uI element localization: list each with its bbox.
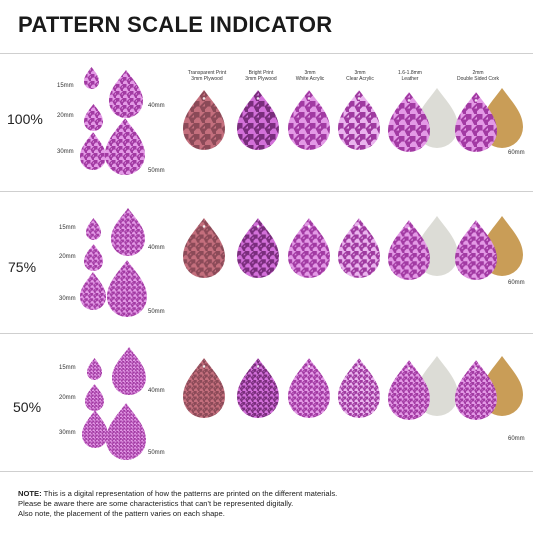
- teardrop-clear-acrylic: [338, 90, 380, 150]
- teardrop-bright-plywood: [237, 218, 279, 278]
- size-label-30mm: 30mm: [57, 149, 74, 155]
- size-label-60mm: 60mm: [508, 280, 525, 286]
- size-label-20mm: 20mm: [57, 113, 74, 119]
- teardrop-leather: [388, 360, 430, 420]
- note-bold: NOTE:: [18, 489, 42, 498]
- teardrop-20mm: [84, 244, 103, 271]
- material-header-white-acrylic: 3mm White Acrylic: [295, 70, 325, 82]
- teardrop-bright-plywood: [237, 90, 279, 150]
- teardrop-15mm: [87, 358, 102, 380]
- material-header-clear-acrylic: 3mm Clear Acrylic: [346, 70, 374, 82]
- size-label-40mm: 40mm: [148, 388, 165, 394]
- teardrop-cork: [455, 220, 497, 280]
- scale-label-75: 75%: [8, 259, 37, 275]
- divider: [0, 471, 533, 472]
- size-label-40mm: 40mm: [148, 245, 165, 251]
- teardrop-15mm: [84, 67, 99, 89]
- teardrop-40mm: [112, 347, 146, 395]
- teardrop-transparent-plywood: [183, 358, 225, 418]
- teardrop-15mm: [86, 218, 101, 240]
- teardrop-40mm: [111, 208, 145, 256]
- note-line-3: Also note, the placement of the pattern …: [18, 509, 225, 518]
- teardrop-bright-plywood: [237, 358, 279, 418]
- teardrop-transparent-plywood: [183, 90, 225, 150]
- teardrop-clear-acrylic: [338, 358, 380, 418]
- divider: [0, 333, 533, 334]
- material-header-cork: 2mm Double Sided Cork: [457, 70, 499, 82]
- size-label-50mm: 50mm: [148, 450, 165, 456]
- teardrop-white-acrylic: [288, 358, 330, 418]
- size-label-30mm: 30mm: [59, 430, 76, 436]
- divider: [0, 191, 533, 192]
- material-header-transparent-plywood: Transparent Print 3mm Plywood: [187, 70, 227, 82]
- scale-label-100: 100%: [7, 111, 43, 127]
- teardrop-30mm: [80, 132, 106, 170]
- teardrop-white-acrylic: [288, 218, 330, 278]
- teardrop-cork: [455, 92, 497, 152]
- size-label-30mm: 30mm: [59, 296, 76, 302]
- size-label-60mm: 60mm: [508, 150, 525, 156]
- size-label-20mm: 20mm: [59, 395, 76, 401]
- teardrop-transparent-plywood: [183, 218, 225, 278]
- teardrop-20mm: [84, 104, 103, 131]
- size-label-20mm: 20mm: [59, 254, 76, 260]
- scale-label-50: 50%: [13, 399, 42, 415]
- teardrop-30mm: [82, 410, 108, 448]
- teardrop-40mm: [109, 70, 143, 118]
- size-label-60mm: 60mm: [508, 436, 525, 442]
- teardrop-20mm: [85, 384, 104, 411]
- size-label-15mm: 15mm: [59, 365, 76, 371]
- teardrop-cork: [455, 360, 497, 420]
- size-label-40mm: 40mm: [148, 103, 165, 109]
- teardrop-50mm: [105, 118, 145, 175]
- size-label-50mm: 50mm: [148, 309, 165, 315]
- note-line-1: This is a digital representation of how …: [41, 489, 338, 498]
- teardrop-clear-acrylic: [338, 218, 380, 278]
- page-title: PATTERN SCALE INDICATOR: [18, 12, 333, 37]
- footnote: NOTE: This is a digital representation o…: [18, 489, 337, 519]
- teardrop-white-acrylic: [288, 90, 330, 150]
- material-header-leather: 1.6-1.8mm Leather: [398, 70, 422, 82]
- size-label-15mm: 15mm: [59, 225, 76, 231]
- note-line-2: Please be aware there are some character…: [18, 499, 294, 508]
- divider: [0, 53, 533, 54]
- teardrop-50mm: [106, 403, 146, 460]
- size-label-50mm: 50mm: [148, 168, 165, 174]
- teardrop-50mm: [107, 260, 147, 317]
- teardrop-30mm: [80, 272, 106, 310]
- teardrop-leather: [388, 220, 430, 280]
- teardrop-leather: [388, 92, 430, 152]
- material-header-bright-plywood: Bright Print 3mm Plywood: [245, 70, 277, 82]
- size-label-15mm: 15mm: [57, 83, 74, 89]
